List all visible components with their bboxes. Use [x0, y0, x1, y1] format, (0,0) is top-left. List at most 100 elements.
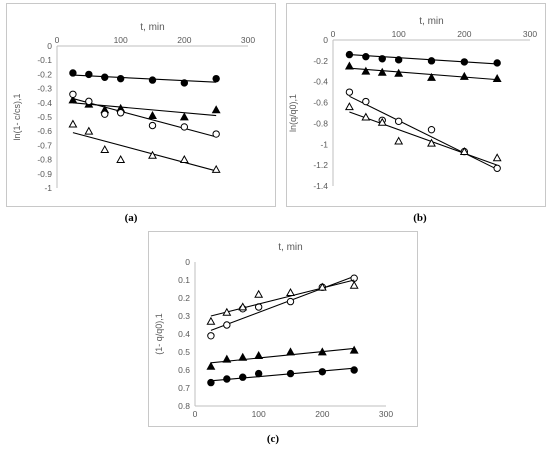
chart-panel-a-frame	[6, 3, 276, 207]
chart-a-point-open-triangle	[84, 126, 94, 135]
chart-c-point-open-triangle	[238, 302, 248, 311]
chart-b-x-tick-label: 0	[331, 29, 336, 39]
chart-b-point-filled-triangle	[344, 61, 354, 70]
chart-c-y-tick-label: 0.5	[178, 347, 190, 357]
chart-c-point-open-triangle	[317, 282, 327, 291]
chart-b-point-open-circle	[362, 97, 370, 106]
chart-a-point-open-circle	[116, 109, 125, 117]
chart-c-point-open-circle	[286, 297, 295, 306]
chart-a-y-tick-label: -0.3	[37, 84, 52, 94]
chart-a-point-open-circle	[69, 90, 77, 98]
chart-b-point-filled-circle	[362, 52, 370, 61]
chart-b-point-open-triangle	[427, 138, 436, 147]
chart-a-point-open-triangle	[68, 119, 78, 128]
chart-b-point-filled-triangle	[377, 67, 387, 76]
chart-a-point-open-triangle	[148, 150, 157, 159]
chart-a-point-open-triangle	[116, 154, 126, 163]
chart-c-trendline-open-triangle	[210, 279, 355, 317]
chart-a-y-tick-label: -0.9	[37, 169, 52, 179]
chart-b-y-tick-label: -1.4	[313, 181, 328, 191]
chart-b-x-tick-label: 300	[523, 29, 537, 39]
caption-b: (b)	[413, 212, 427, 224]
chart-a-point-filled-circle	[212, 74, 220, 83]
chart-c-point-filled-circle	[207, 378, 215, 387]
chart-b-point-open-circle	[427, 125, 436, 134]
chart-b-point-filled-triangle	[427, 72, 436, 81]
chart-a-point-open-circle	[148, 121, 157, 130]
chart-a-point-filled-circle	[69, 69, 77, 77]
chart-b-point-filled-circle	[394, 56, 403, 64]
chart-b-point-open-circle	[394, 117, 403, 126]
chart-b-y-tick-label: -1	[320, 139, 328, 149]
chart-c-point-filled-triangle	[206, 361, 216, 370]
chart-a-point-open-triangle	[179, 154, 189, 163]
chart-b-point-open-triangle	[344, 102, 354, 111]
chart-c-trendline-filled-circle	[210, 367, 355, 382]
chart-c-y-tick-label: 0.2	[178, 293, 190, 303]
chart-c-point-filled-triangle	[349, 345, 359, 354]
chart-c-point-filled-triangle	[286, 347, 295, 356]
chart-a-point-filled-triangle	[68, 95, 78, 104]
chart-b-trendline-filled-triangle	[349, 67, 498, 81]
chart-c-y-tick-label: 0.7	[178, 383, 190, 393]
chart-b-point-open-triangle	[459, 146, 469, 155]
chart-b-y-tick-label: -1.2	[313, 160, 328, 170]
chart-b-point-filled-circle	[460, 58, 469, 66]
chart-a-y-label: ln(1- c/cs),1	[12, 93, 22, 140]
chart-b-trendline-filled-circle	[349, 54, 498, 65]
chart-b-point-filled-circle	[493, 59, 501, 67]
chart-a-y-tick-label: -1	[44, 183, 52, 193]
chart-b-point-filled-triangle	[394, 68, 404, 77]
chart-a-point-open-circle	[212, 130, 220, 138]
chart-a-y-tick-label: 0	[47, 41, 52, 51]
chart-b-point-open-triangle	[377, 117, 387, 126]
chart-b-y-tick-label: -0.4	[313, 77, 328, 87]
chart-b-point-filled-triangle	[459, 71, 469, 80]
chart-c-title: t, min	[278, 242, 302, 253]
chart-c-x-tick-label: 300	[379, 409, 393, 419]
chart-b-y-tick-label: 0	[323, 35, 328, 45]
chart-b-point-open-triangle	[361, 112, 371, 121]
chart-c-y-label: (1- q/q0),1	[154, 313, 164, 355]
chart-c-trendline-filled-triangle	[210, 347, 355, 364]
chart-panel-c-frame	[148, 231, 418, 427]
chart-panel-b-frame	[286, 3, 546, 207]
chart-c-y-tick-label: 0.4	[178, 329, 190, 339]
chart-a-point-open-circle	[180, 123, 189, 131]
chart-b-trendline-open-triangle	[349, 111, 498, 166]
chart-c-point-open-triangle	[222, 307, 232, 316]
chart-c-y-tick-label: 0.8	[178, 401, 190, 411]
chart-a-point-open-circle	[85, 97, 93, 106]
chart-b-point-open-triangle	[492, 153, 502, 162]
chart-a-point-filled-circle	[116, 74, 125, 83]
chart-a-x-tick-label: 200	[177, 35, 191, 45]
chart-c-point-filled-triangle	[222, 354, 232, 363]
chart-a-point-filled-circle	[148, 76, 157, 84]
chart-c-point-filled-triangle	[254, 350, 264, 359]
chart-b-y-tick-label: -0.6	[313, 98, 328, 108]
chart-b-title: t, min	[419, 16, 443, 27]
chart-b-x-tick-label: 100	[392, 29, 406, 39]
chart-c-point-filled-circle	[239, 373, 247, 381]
chart-c-point-open-triangle	[349, 280, 359, 289]
chart-b-x-tick-label: 200	[457, 29, 471, 39]
chart-a-y-tick-label: -0.1	[37, 55, 52, 65]
chart-c-point-open-triangle	[286, 287, 295, 296]
caption-c: (c)	[266, 433, 280, 445]
chart-b-trendline-open-circle	[349, 95, 498, 170]
chart-c-point-open-triangle	[206, 316, 216, 325]
chart-a-point-open-triangle	[100, 145, 110, 154]
chart-c-x-tick-label: 200	[315, 409, 329, 419]
caption-a: (a)	[124, 212, 138, 224]
chart-a-point-filled-circle	[180, 79, 189, 87]
chart-b-point-filled-circle	[345, 50, 354, 59]
chart-a-y-tick-label: -0.6	[37, 126, 52, 136]
chart-a-trendline-open-circle	[72, 98, 217, 138]
chart-b-point-filled-circle	[378, 55, 386, 63]
chart-b-y-label: ln(q/q0),1	[288, 94, 298, 132]
chart-a-x-tick-label: 100	[114, 35, 128, 45]
chart-c-point-filled-circle	[254, 369, 263, 378]
